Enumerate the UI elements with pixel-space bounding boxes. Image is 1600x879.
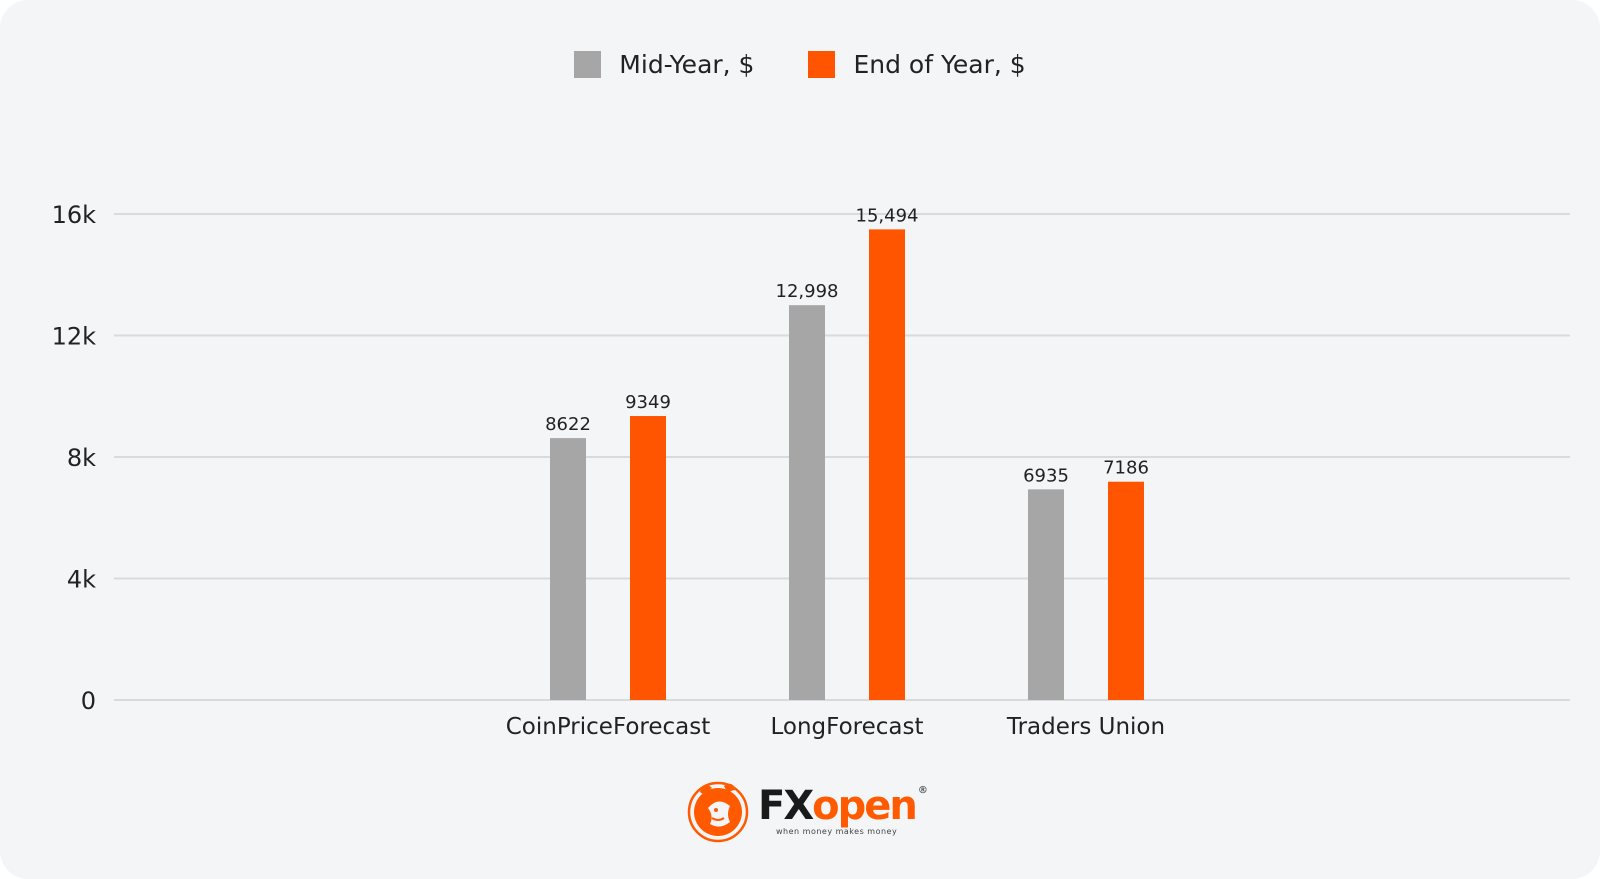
legend: Mid-Year, $ End of Year, $ bbox=[0, 44, 1600, 84]
bull-emblem-icon bbox=[687, 781, 749, 843]
bar bbox=[869, 229, 905, 700]
legend-item-end-of-year: End of Year, $ bbox=[808, 49, 1026, 79]
bar bbox=[630, 416, 666, 700]
y-tick-label: 4k bbox=[67, 566, 96, 594]
legend-swatch-end-of-year bbox=[808, 50, 836, 78]
legend-swatch-mid-year bbox=[574, 50, 602, 78]
bar bbox=[1108, 481, 1144, 700]
data-label: 9349 bbox=[625, 392, 671, 413]
data-label: 7186 bbox=[1103, 458, 1149, 479]
brand-name-open: open bbox=[812, 783, 918, 829]
data-label: 8622 bbox=[545, 414, 591, 435]
data-label: 6935 bbox=[1023, 465, 1069, 486]
bar bbox=[789, 305, 825, 700]
data-label: 12,998 bbox=[776, 281, 839, 302]
legend-label-end-of-year: End of Year, $ bbox=[853, 49, 1026, 79]
brand-wordmark: FXopen ® when money makes money bbox=[758, 786, 928, 836]
x-tick-label: CoinPriceForecast bbox=[506, 714, 711, 740]
brand-tagline: when money makes money bbox=[776, 827, 898, 836]
fxopen-logo: FXopen ® when money makes money bbox=[686, 778, 928, 844]
registered-mark: ® bbox=[917, 785, 928, 796]
legend-item-mid-year: Mid-Year, $ bbox=[574, 50, 754, 79]
brand-name: FXopen ® bbox=[758, 783, 928, 829]
data-label: 15,494 bbox=[856, 205, 919, 226]
y-tick-label: 0 bbox=[81, 687, 96, 715]
legend-label-mid-year: Mid-Year, $ bbox=[619, 49, 755, 79]
x-tick-label: Traders Union bbox=[1006, 714, 1165, 740]
y-tick-label: 12k bbox=[52, 323, 97, 351]
brand-name-fx: FX bbox=[758, 783, 814, 829]
y-tick-label: 8k bbox=[67, 444, 96, 472]
x-tick-label: LongForecast bbox=[771, 714, 924, 740]
y-tick-label: 16k bbox=[52, 201, 97, 229]
bar bbox=[1028, 489, 1064, 700]
bar bbox=[550, 438, 586, 700]
